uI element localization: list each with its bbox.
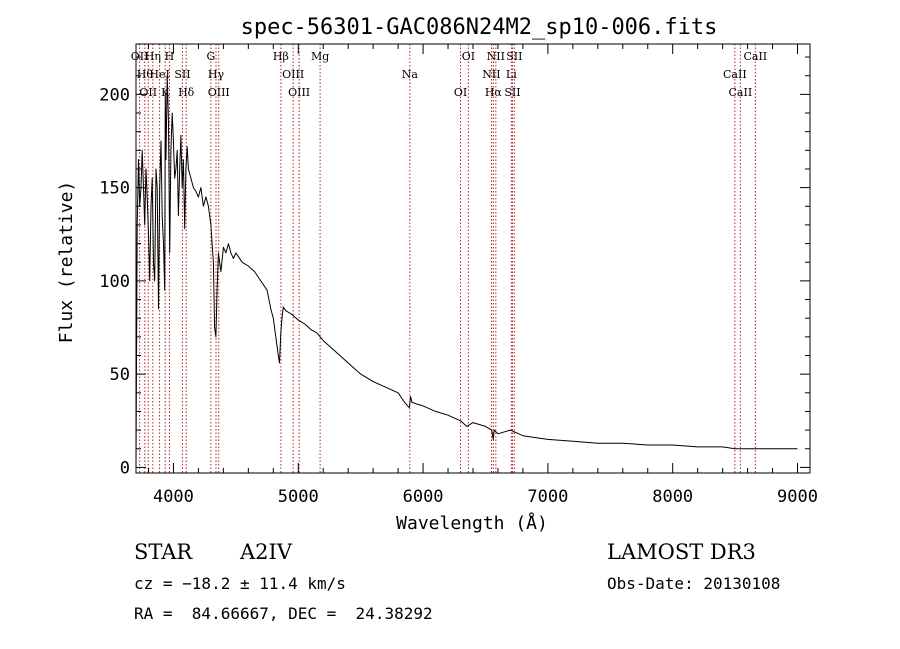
line-marker-label: OI <box>454 86 467 99</box>
line-marker-label: OII <box>131 50 149 63</box>
x-axis-label: Wavelength (Å) <box>396 512 548 534</box>
line-marker-label: OIII <box>288 86 310 99</box>
object-class: STAR <box>134 540 193 564</box>
line-marker-label: SII <box>174 68 190 81</box>
spectrum-series <box>135 75 798 468</box>
line-marker-label: K <box>161 86 170 99</box>
line-marker-label: CaII <box>729 86 753 99</box>
line-marker-label: SII <box>506 50 522 63</box>
line-marker-label: OI <box>462 50 475 63</box>
chart-title: spec-56301-GAC086N24M2_sp10-006.fits <box>241 15 718 40</box>
line-marker-label: Hη <box>145 50 161 63</box>
y-tick-label: 150 <box>99 179 130 199</box>
x-tick-label: 8000 <box>652 487 693 507</box>
line-marker-label: OIII <box>282 68 304 81</box>
spectrum-line <box>135 75 798 468</box>
x-tick-label: 7000 <box>527 487 568 507</box>
y-axis-label: Flux (relative) <box>56 181 77 344</box>
line-marker-label: CaII <box>743 50 767 63</box>
observation-date: Obs-Date: 20130108 <box>607 574 781 593</box>
x-tick-label: 5000 <box>278 487 319 507</box>
line-marker-label: Li <box>506 68 517 81</box>
line-marker-label: HeI <box>149 68 169 81</box>
line-marker-label: Hβ <box>273 50 289 63</box>
line-marker-label: CaII <box>723 68 747 81</box>
x-tick-label: 6000 <box>403 487 444 507</box>
line-marker-label: Hθ <box>137 68 154 81</box>
line-marker-label: OIII <box>208 86 230 99</box>
y-axis: 0 50 100 150 200 <box>99 56 810 478</box>
line-marker-label: H <box>165 50 175 63</box>
object-subclass: A2IV <box>240 540 292 564</box>
line-marker-label: OII <box>139 86 157 99</box>
y-tick-label: 0 <box>120 458 130 478</box>
y-tick-label: 100 <box>99 272 130 292</box>
line-marker-label: Hδ <box>178 86 195 99</box>
x-tick-label: 9000 <box>777 487 818 507</box>
line-marker-label: Hα <box>485 86 503 99</box>
line-marker-label: G <box>206 50 215 63</box>
line-marker-label: SII <box>504 86 520 99</box>
coordinates: RA = 84.66667, DEC = 24.38292 <box>134 604 433 623</box>
survey-name: LAMOST DR3 <box>607 540 756 564</box>
plot-frame <box>135 43 811 474</box>
x-axis: 4000 5000 6000 7000 8000 9000 <box>147 44 818 507</box>
line-marker-label: NII <box>482 68 500 81</box>
y-tick-label: 200 <box>99 85 130 105</box>
x-tick-label: 4000 <box>153 487 194 507</box>
y-tick-label: 50 <box>110 365 130 385</box>
line-id-labels: OIIHθOIIHηHeIKHSIIHδGHγOIIIHβOIIIOIIIMgN… <box>131 50 767 99</box>
line-id-markers <box>139 44 756 473</box>
line-marker-label: Mg <box>311 50 329 63</box>
line-marker-label: NII <box>487 50 505 63</box>
redshift-velocity: cz = −18.2 ± 11.4 km/s <box>134 574 346 593</box>
line-marker-label: Hγ <box>208 68 225 81</box>
line-marker-label: Na <box>402 68 419 81</box>
